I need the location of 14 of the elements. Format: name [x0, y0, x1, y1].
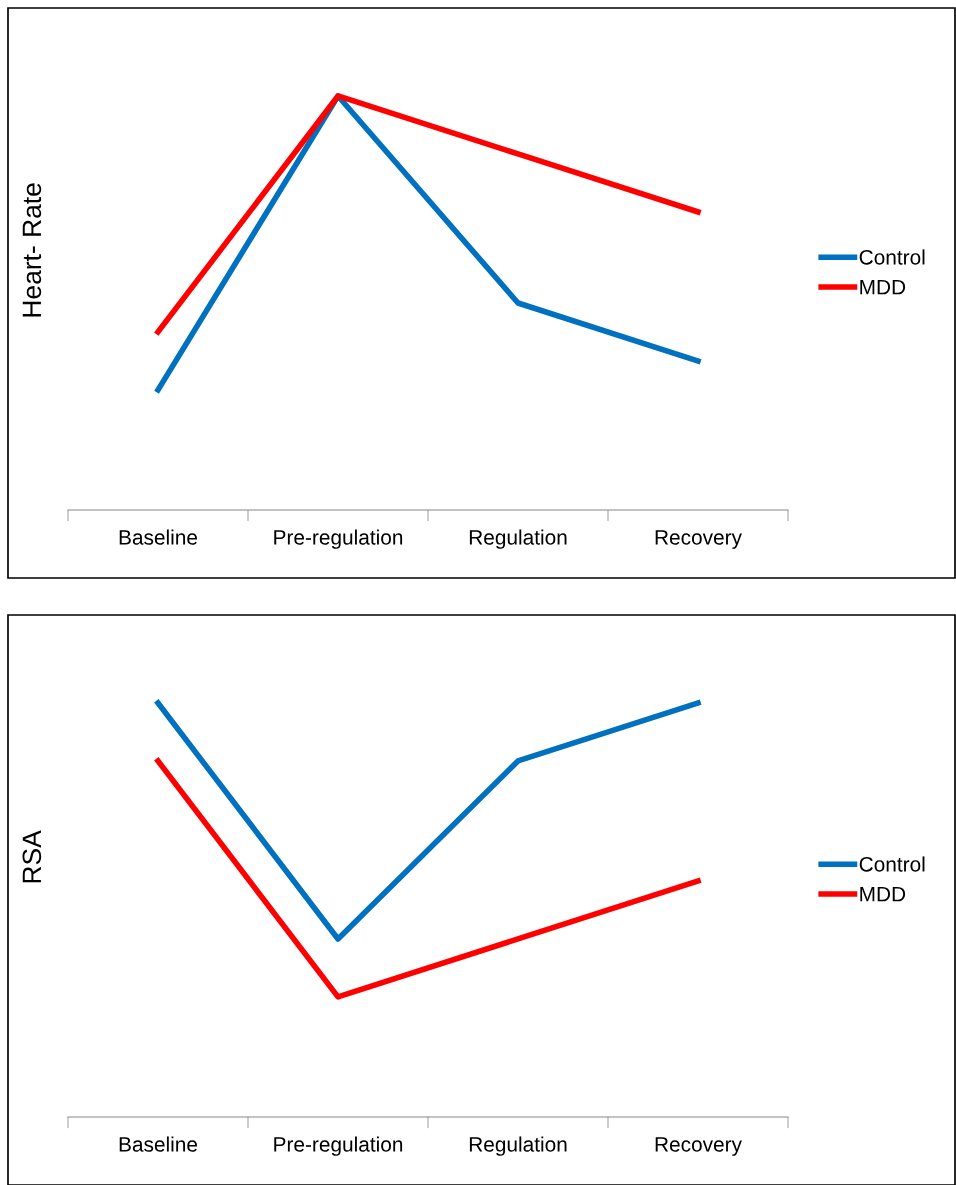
y-axis-title: RSA — [22, 830, 42, 883]
x-tick-label: Recovery — [655, 530, 742, 549]
x-tick-label: Pre-regulation — [274, 529, 403, 549]
legend-label: MDD — [860, 886, 906, 902]
legend-label: Control — [859, 856, 925, 872]
x-tick-label: Baseline — [119, 1136, 198, 1152]
x-tick-label: Recovery — [655, 1137, 742, 1156]
legend-label: MDD — [860, 279, 906, 295]
x-tick-label: Baseline — [119, 529, 198, 545]
legend-label: Control — [859, 249, 925, 265]
y-axis-title: Heart- Rate — [22, 183, 42, 317]
x-tick-label: Regulation — [469, 529, 567, 549]
x-tick-label: Regulation — [469, 1136, 567, 1156]
x-tick-label: Pre-regulation — [274, 1136, 403, 1156]
